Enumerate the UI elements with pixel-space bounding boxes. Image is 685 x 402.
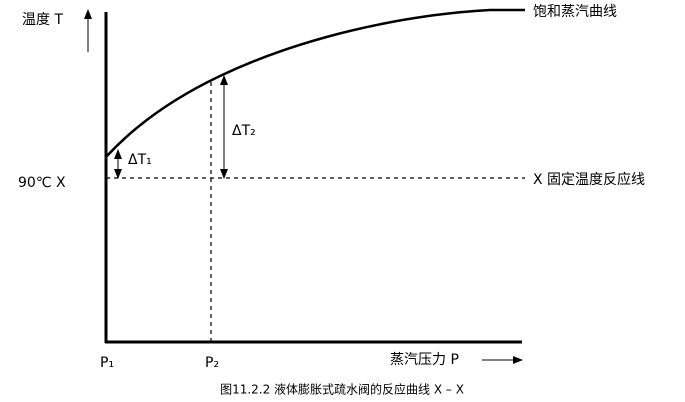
caption: 图11.2.2 液体膨胀式疏水阀的反应曲线 X – X (220, 382, 464, 397)
delta-t2-label: ΔT₂ (232, 123, 256, 139)
fixed-right-label: X 固定温度反应线 (533, 171, 645, 188)
x-axis-label: 蒸汽压力 P (390, 352, 459, 368)
curve-label: 饱和蒸汽曲线 (533, 4, 617, 20)
p1-label: P₁ (100, 355, 114, 371)
p2-label: P₂ (205, 355, 219, 371)
fixed-left-label: 90℃ X (18, 175, 66, 191)
saturation-curve (105, 8, 525, 158)
y-axis-label: 温度 T (22, 12, 63, 28)
delta-t1-label: ΔT₁ (128, 152, 152, 168)
